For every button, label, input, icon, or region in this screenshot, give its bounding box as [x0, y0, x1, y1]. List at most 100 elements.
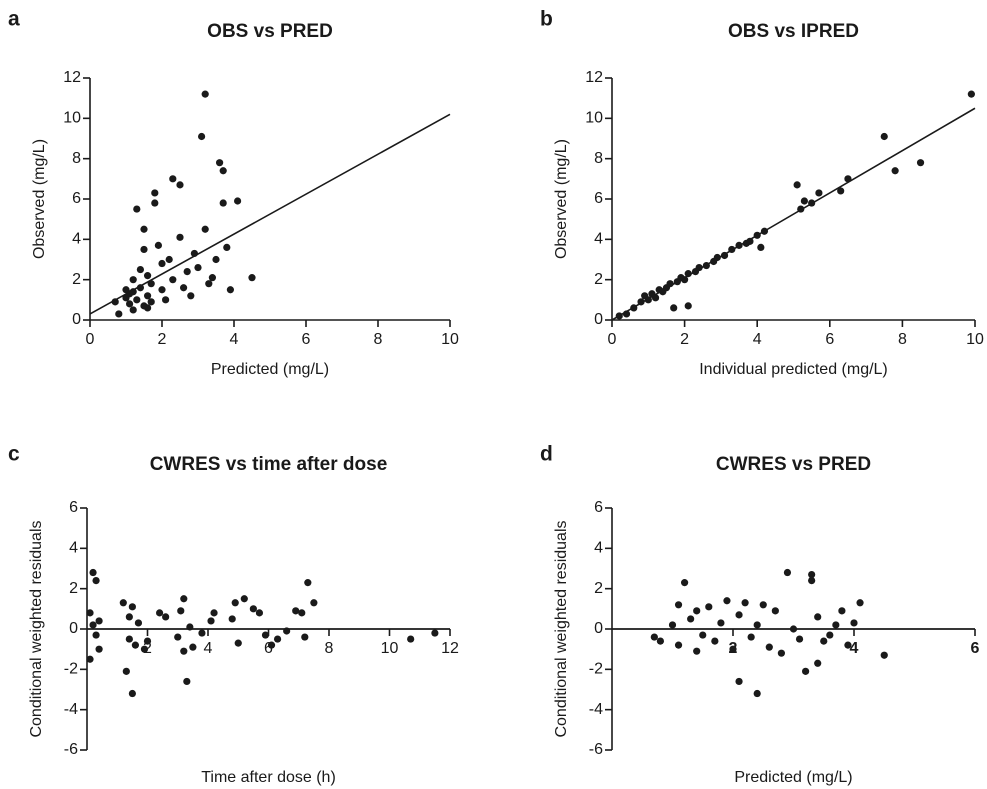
point — [129, 276, 137, 284]
point — [201, 90, 209, 98]
point — [231, 599, 239, 607]
point — [176, 181, 184, 189]
point — [826, 631, 834, 639]
point — [169, 276, 177, 284]
point — [622, 310, 631, 318]
x-axis-label: Time after dose (h) — [201, 769, 336, 786]
point — [630, 304, 638, 312]
y-tick-label: 4 — [594, 540, 603, 557]
point — [687, 615, 695, 623]
point — [186, 623, 194, 631]
point — [674, 641, 683, 649]
y-tick-label: 0 — [69, 620, 78, 637]
x-tick-label: 4 — [753, 331, 762, 348]
point — [131, 641, 139, 649]
x-tick-label: 6 — [825, 331, 834, 348]
point — [255, 609, 264, 617]
point — [789, 625, 798, 633]
panel-letter: c — [8, 443, 20, 466]
point — [176, 233, 184, 241]
y-tick-label: 2 — [72, 271, 81, 288]
point — [180, 595, 188, 603]
y-tick-label: 10 — [63, 110, 81, 127]
y-axis-label: Conditional weighted residuals — [553, 520, 570, 737]
point — [158, 259, 166, 268]
point — [304, 579, 312, 587]
y-tick-label: 8 — [72, 150, 81, 167]
point — [147, 280, 155, 288]
chart-title: CWRES vs time after dose — [150, 454, 388, 475]
point — [746, 237, 754, 245]
point — [837, 187, 845, 195]
point — [705, 603, 713, 611]
point — [136, 265, 144, 274]
point — [771, 607, 779, 615]
y-tick-label: -6 — [64, 741, 78, 758]
x-tick-label: 2 — [158, 331, 167, 348]
point — [765, 643, 773, 651]
y-tick-label: 2 — [594, 580, 603, 597]
point — [800, 197, 808, 205]
point — [684, 302, 692, 310]
point — [122, 667, 130, 675]
x-tick-label: 0 — [608, 331, 617, 348]
point — [814, 659, 822, 667]
point — [234, 197, 242, 205]
point — [728, 245, 736, 254]
point — [240, 595, 248, 603]
point — [407, 635, 415, 643]
x-tick-label: 8 — [374, 331, 383, 348]
point — [783, 568, 792, 577]
panel-letter: a — [8, 8, 20, 31]
point — [310, 599, 318, 607]
point — [850, 619, 858, 627]
x-tick-label: 10 — [441, 331, 459, 348]
point — [747, 633, 755, 641]
y-tick-label: 0 — [72, 311, 81, 328]
point — [844, 175, 852, 183]
y-tick-label: -4 — [589, 701, 603, 718]
point — [729, 645, 737, 653]
point — [219, 199, 227, 207]
point — [793, 181, 801, 189]
point — [693, 647, 701, 655]
point — [717, 619, 725, 627]
point — [699, 631, 707, 639]
point — [777, 649, 786, 657]
point — [198, 132, 206, 141]
point — [695, 263, 703, 272]
point — [207, 617, 215, 625]
point — [832, 621, 840, 629]
x-axis-label: Predicted (mg/L) — [211, 361, 329, 378]
point — [92, 577, 100, 585]
point — [190, 249, 198, 258]
point — [189, 643, 197, 651]
point — [713, 253, 721, 262]
point — [684, 270, 692, 278]
y-axis-label: Observed (mg/L) — [31, 139, 48, 259]
x-tick-label: 6 — [302, 331, 311, 348]
point — [723, 597, 731, 605]
x-tick-label: 0 — [86, 331, 95, 348]
point — [651, 294, 660, 302]
point — [147, 298, 155, 306]
point — [151, 189, 159, 197]
y-tick-label: -4 — [64, 701, 78, 718]
point — [838, 607, 846, 615]
point — [802, 667, 810, 675]
point — [144, 272, 152, 280]
point — [248, 274, 256, 282]
point — [693, 607, 701, 615]
x-tick-label: 6 — [971, 640, 980, 657]
point — [681, 579, 689, 587]
point — [681, 276, 689, 284]
y-axis-label: Observed (mg/L) — [553, 139, 570, 259]
point — [668, 621, 677, 629]
point — [753, 231, 761, 239]
point — [273, 635, 282, 643]
point — [205, 280, 213, 288]
point — [808, 577, 816, 585]
y-tick-label: 2 — [69, 580, 78, 597]
x-axis-label: Predicted (mg/L) — [734, 769, 852, 786]
point — [735, 677, 743, 686]
